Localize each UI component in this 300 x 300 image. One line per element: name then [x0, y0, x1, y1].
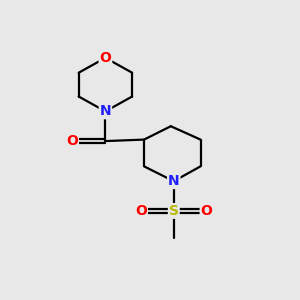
Text: N: N — [100, 104, 111, 118]
Text: O: O — [135, 204, 147, 218]
Text: O: O — [100, 51, 111, 65]
Text: O: O — [66, 134, 78, 148]
Text: N: N — [168, 174, 180, 188]
Text: S: S — [169, 204, 179, 218]
Text: O: O — [200, 204, 212, 218]
